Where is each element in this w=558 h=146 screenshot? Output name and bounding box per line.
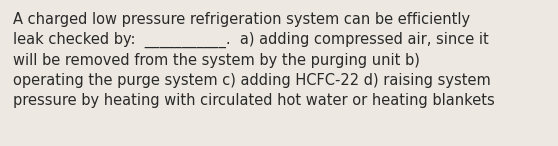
Text: A charged low pressure refrigeration system can be efficiently
leak checked by: : A charged low pressure refrigeration sys…: [13, 12, 495, 108]
